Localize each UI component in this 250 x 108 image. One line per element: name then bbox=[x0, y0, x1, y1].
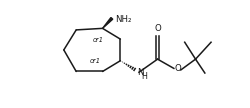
Text: H: H bbox=[141, 72, 147, 81]
Polygon shape bbox=[102, 17, 113, 28]
Text: O: O bbox=[154, 24, 161, 33]
Text: NH₂: NH₂ bbox=[115, 15, 132, 24]
Text: O: O bbox=[174, 64, 182, 73]
Text: or1: or1 bbox=[92, 37, 104, 43]
Text: N: N bbox=[137, 68, 143, 77]
Text: or1: or1 bbox=[90, 58, 101, 64]
